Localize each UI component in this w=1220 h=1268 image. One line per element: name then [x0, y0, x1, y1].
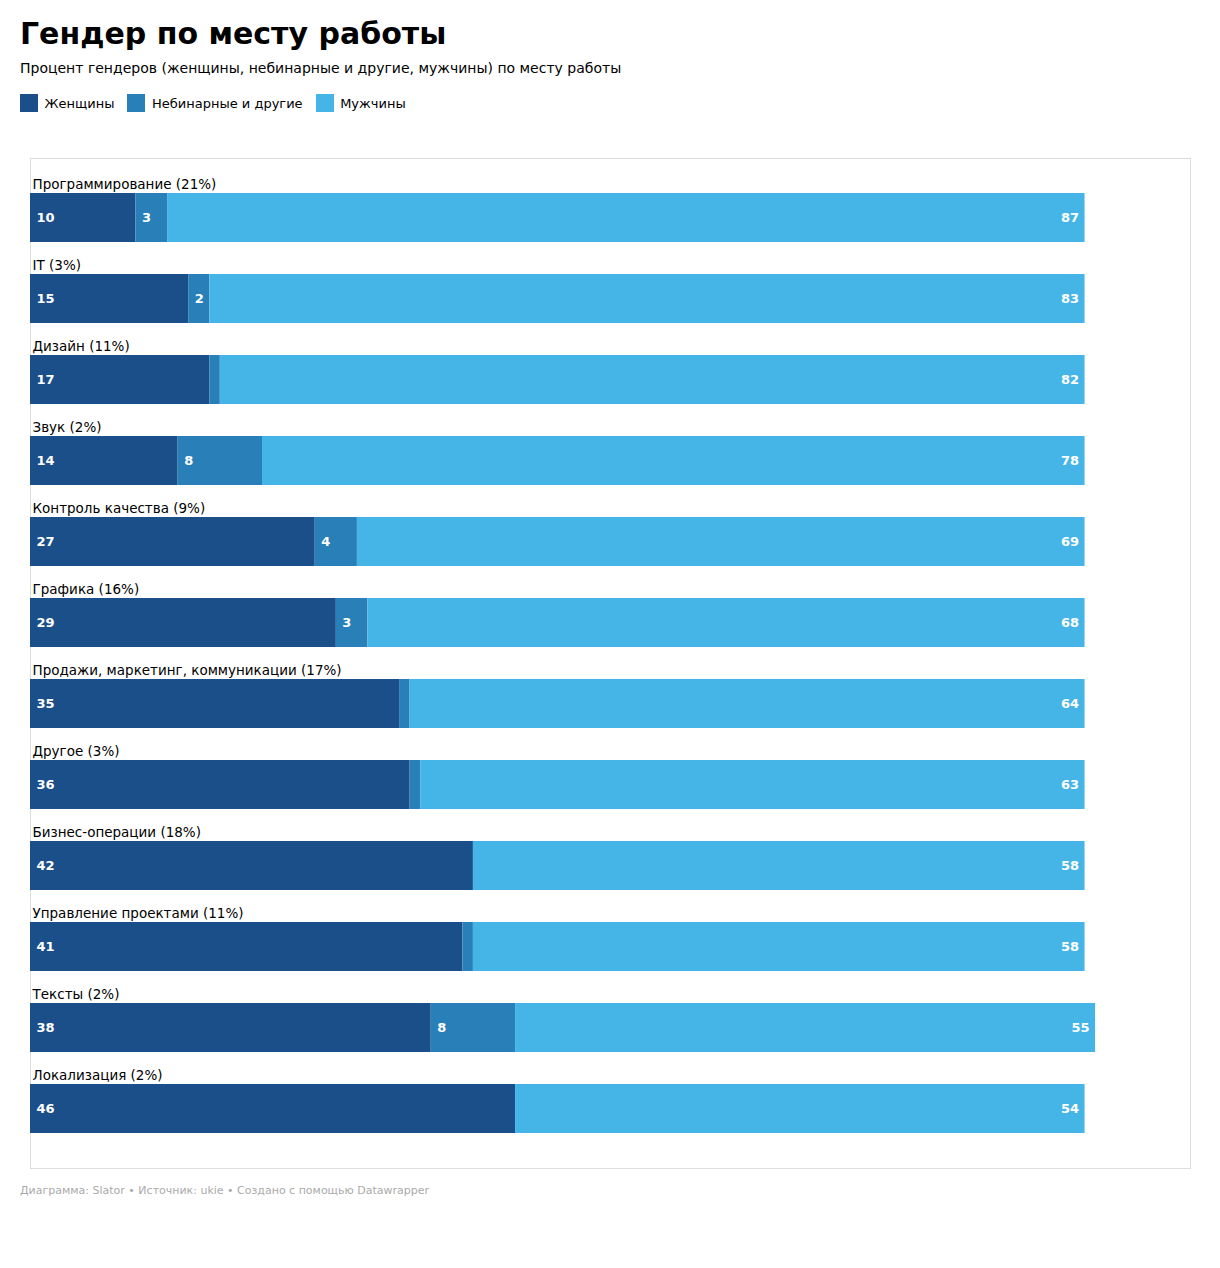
svg-text:14: 14: [37, 453, 55, 468]
svg-text:2: 2: [195, 291, 204, 306]
html-text:Небинарные и другие: Небинарные и другие: [152, 95, 303, 111]
svg-text:58: 58: [1061, 939, 1079, 954]
svg-text:29: 29: [37, 615, 55, 630]
html-text:Диаграмма: Slator • Источник:: Диаграмма: Slator • Источник: ukie • Соз…: [20, 1183, 429, 1197]
svg-text:3: 3: [342, 615, 351, 630]
svg-text:Тексты (2%): Тексты (2%): [32, 985, 120, 1001]
svg-text:46: 46: [37, 1101, 55, 1116]
svg-text:17: 17: [37, 372, 55, 387]
svg-text:69: 69: [1061, 534, 1079, 549]
svg-text:78: 78: [1061, 453, 1079, 468]
svg-text:4: 4: [321, 534, 330, 549]
svg-text:Локализация (2%): Локализация (2%): [33, 1066, 163, 1082]
svg-text:87: 87: [1061, 210, 1079, 225]
svg-text:8: 8: [437, 1020, 446, 1035]
svg-text:82: 82: [1061, 372, 1079, 387]
svg-text:Другое (3%): Другое (3%): [33, 742, 120, 758]
html-text:Гендер по месту работы: Гендер по месту работы: [20, 16, 447, 51]
svg-text:Контроль качества (9%): Контроль качества (9%): [33, 499, 206, 515]
svg-text:36: 36: [37, 777, 55, 792]
svg-text:Дизайн (11%): Дизайн (11%): [33, 337, 130, 353]
svg-text:Графика (16%): Графика (16%): [33, 580, 140, 596]
svg-text:27: 27: [37, 534, 55, 549]
svg-text:Управление проектами (11%): Управление проектами (11%): [33, 904, 244, 920]
svg-text:3: 3: [142, 210, 151, 225]
svg-text:63: 63: [1061, 777, 1079, 792]
svg-text:35: 35: [37, 696, 55, 711]
html-text:Мужчины: Мужчины: [340, 95, 406, 111]
svg-text:IT (3%): IT (3%): [33, 256, 81, 272]
html-text:Женщины: Женщины: [44, 95, 115, 111]
svg-text:Бизнес-операции (18%): Бизнес-операции (18%): [33, 823, 201, 839]
svg-text:10: 10: [37, 210, 55, 225]
html-text:Процент гендеров (женщины, неб: Процент гендеров (женщины, небинарные и …: [20, 60, 622, 76]
svg-text:42: 42: [37, 858, 55, 873]
svg-text:58: 58: [1061, 858, 1079, 873]
svg-text:55: 55: [1071, 1020, 1089, 1035]
svg-text:15: 15: [37, 291, 55, 306]
svg-text:41: 41: [37, 939, 55, 954]
svg-text:54: 54: [1061, 1101, 1079, 1116]
svg-text:68: 68: [1061, 615, 1079, 630]
svg-text:Продажи, маркетинг, коммуникац: Продажи, маркетинг, коммуникации (17%): [33, 661, 342, 677]
svg-text:Программирование (21%): Программирование (21%): [33, 175, 217, 191]
svg-text:83: 83: [1061, 291, 1079, 306]
svg-text:64: 64: [1061, 696, 1079, 711]
svg-text:Звук (2%): Звук (2%): [33, 418, 102, 434]
svg-text:8: 8: [184, 453, 193, 468]
svg-text:38: 38: [37, 1020, 55, 1035]
